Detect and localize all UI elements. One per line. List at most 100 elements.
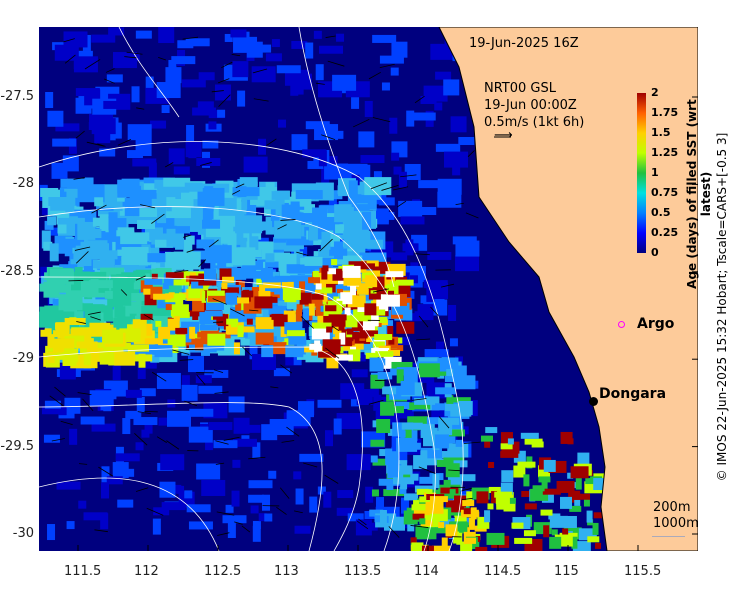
sst-age-cell — [378, 197, 395, 206]
sst-age-cell — [84, 329, 92, 344]
sst-age-cell — [475, 546, 488, 551]
sst-age-cell — [357, 353, 366, 362]
sst-age-cell — [145, 76, 154, 93]
sst-age-cell — [420, 450, 428, 465]
current-arrow — [448, 469, 460, 472]
colorbar-tick: 0 — [651, 246, 659, 259]
sst-age-cell — [382, 406, 404, 414]
sst-age-cell — [388, 338, 395, 345]
sst-age-cell — [321, 267, 328, 280]
sst-age-cell — [40, 187, 59, 197]
current-arrow — [270, 386, 279, 389]
sst-age-cell — [378, 478, 400, 486]
sst-age-cell — [379, 449, 387, 457]
sst-age-cell — [308, 303, 315, 316]
current-arrow — [179, 359, 194, 361]
current-arrow — [463, 441, 481, 444]
current-arrow — [74, 246, 91, 251]
current-arrow — [140, 204, 156, 209]
sst-age-cell — [319, 45, 344, 54]
sst-age-cell — [297, 204, 316, 214]
sst-age-cell — [80, 281, 97, 298]
sst-age-cell — [138, 353, 146, 368]
current-arrow — [358, 518, 367, 526]
sst-age-cell — [340, 383, 365, 400]
sst-age-cell — [462, 500, 475, 507]
current-arrow — [76, 321, 86, 324]
sst-age-cell — [430, 427, 438, 442]
sst-age-cell — [144, 338, 163, 345]
current-arrow — [396, 200, 407, 208]
sst-age-cell — [49, 243, 59, 262]
sst-age-cell — [325, 305, 344, 312]
sst-age-map — [39, 27, 698, 551]
credit-text: © IMOS 22-Jun-2025 15:32 Hobart; Tscale=… — [715, 132, 729, 482]
sst-age-cell — [379, 510, 387, 525]
current-arrow — [172, 349, 190, 355]
sst-age-cell — [385, 271, 404, 278]
sst-age-cell — [404, 163, 421, 180]
colorbar-tick: 1.75 — [651, 106, 679, 119]
sst-age-cell — [299, 292, 312, 305]
sst-age-cell — [39, 283, 48, 292]
sst-age-cell — [80, 416, 105, 425]
sst-age-cell — [232, 438, 257, 447]
sst-age-cell — [186, 125, 195, 142]
sst-age-cell — [434, 434, 449, 449]
sst-age-cell — [248, 494, 265, 503]
current-arrow — [216, 511, 235, 516]
sst-age-cell — [390, 67, 399, 76]
sst-age-cell — [106, 74, 123, 83]
sst-age-cell — [120, 293, 145, 302]
sst-age-cell — [127, 124, 152, 141]
sst-age-cell — [426, 489, 433, 496]
sst-age-cell — [186, 222, 214, 232]
current-arrow — [294, 510, 303, 514]
colorbar-tick: 1 — [651, 166, 659, 179]
sst-age-cell — [435, 387, 457, 395]
sst-age-cell — [213, 440, 238, 449]
sst-age-cell — [500, 482, 513, 495]
sst-age-cell — [424, 349, 449, 358]
sst-age-cell — [264, 513, 273, 522]
sst-age-cell — [455, 439, 463, 447]
sst-age-cell — [348, 180, 358, 199]
sst-age-cell — [328, 314, 347, 321]
sst-age-cell — [520, 432, 539, 439]
sst-age-cell — [570, 466, 589, 479]
y-tick-label: -28 — [12, 176, 34, 192]
sst-age-cell — [370, 380, 379, 397]
current-arrow — [303, 462, 318, 468]
x-tick-label: 115 — [554, 564, 579, 579]
sst-age-cell — [437, 178, 462, 195]
sst-age-cell — [165, 304, 172, 311]
sst-age-cell — [435, 341, 444, 350]
sst-age-cell — [369, 522, 378, 531]
sst-age-cell — [296, 309, 303, 322]
sst-age-cell — [217, 109, 226, 118]
y-tick-label: -27.5 — [0, 89, 34, 104]
sst-age-cell — [152, 518, 161, 535]
sst-age-cell — [238, 281, 245, 288]
sst-age-cell — [444, 374, 459, 382]
sst-age-cell — [369, 509, 384, 517]
sst-age-cell — [343, 163, 368, 172]
current-arrow — [218, 94, 231, 107]
sst-age-cell — [252, 442, 261, 459]
sst-age-cell — [188, 426, 213, 443]
sst-age-cell — [369, 357, 384, 372]
sst-age-cell — [593, 512, 606, 519]
sst-age-cell — [175, 231, 185, 250]
sst-age-cell — [64, 188, 83, 198]
sst-age-cell — [197, 101, 214, 110]
sst-age-cell — [155, 258, 165, 268]
y-tick-label: -29 — [12, 351, 34, 367]
sst-age-cell — [346, 454, 371, 471]
sst-age-cell — [125, 389, 142, 398]
sst-age-cell — [551, 529, 558, 536]
sst-age-cell — [335, 329, 342, 342]
current-arrow — [327, 60, 345, 67]
sst-age-cell — [103, 100, 120, 109]
sst-age-cell — [128, 301, 153, 310]
current-arrow — [461, 497, 473, 501]
